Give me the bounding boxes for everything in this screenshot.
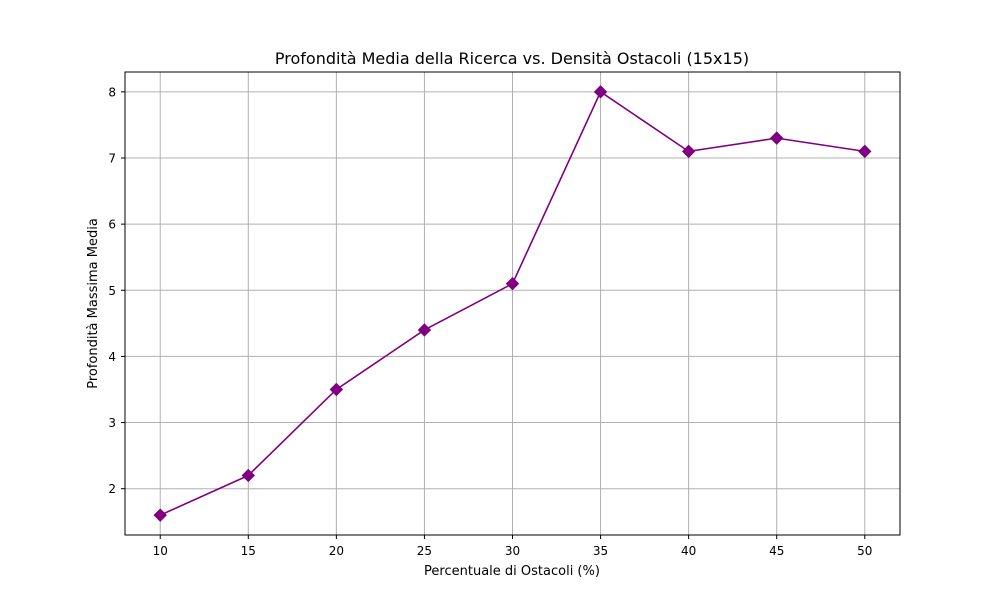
x-tick-label: 50: [857, 544, 872, 558]
y-tick-label: 4: [108, 350, 116, 364]
data-point-marker: [505, 276, 520, 291]
y-tick-label: 8: [108, 85, 116, 99]
data-point-marker: [329, 382, 344, 397]
y-axis-ticks: 2 3 4 5 6 7 8: [108, 85, 125, 496]
series-layer: [153, 85, 872, 522]
x-tick-label: 10: [153, 544, 168, 558]
x-tick-label: 30: [505, 544, 520, 558]
x-tick-label: 15: [241, 544, 256, 558]
x-tick-label: 25: [417, 544, 432, 558]
data-point-marker: [858, 144, 872, 159]
data-point-marker: [153, 508, 167, 522]
data-point-marker: [417, 323, 432, 337]
chart-title: Profondità Media della Ricerca vs. Densi…: [275, 49, 749, 68]
y-tick-label: 7: [108, 151, 116, 165]
grid-layer: [125, 72, 900, 535]
data-point-marker: [681, 144, 696, 159]
x-tick-label: 40: [681, 544, 696, 558]
x-tick-label: 20: [329, 544, 344, 558]
data-point-marker: [769, 131, 784, 145]
data-point-marker: [593, 85, 608, 99]
x-axis-label: Percentuale di Ostacoli (%): [424, 564, 600, 579]
x-tick-label: 45: [769, 544, 784, 558]
y-axis-label: Profondità Massima Media: [86, 218, 101, 389]
y-tick-label: 6: [108, 218, 116, 232]
y-tick-label: 5: [108, 284, 116, 298]
data-point-marker: [241, 468, 256, 483]
y-tick-label: 2: [108, 482, 116, 496]
x-tick-label: 35: [593, 544, 608, 558]
x-axis-ticks: 10 15 20 25 30 35 40 45 50: [153, 535, 872, 558]
y-tick-label: 3: [108, 416, 116, 430]
